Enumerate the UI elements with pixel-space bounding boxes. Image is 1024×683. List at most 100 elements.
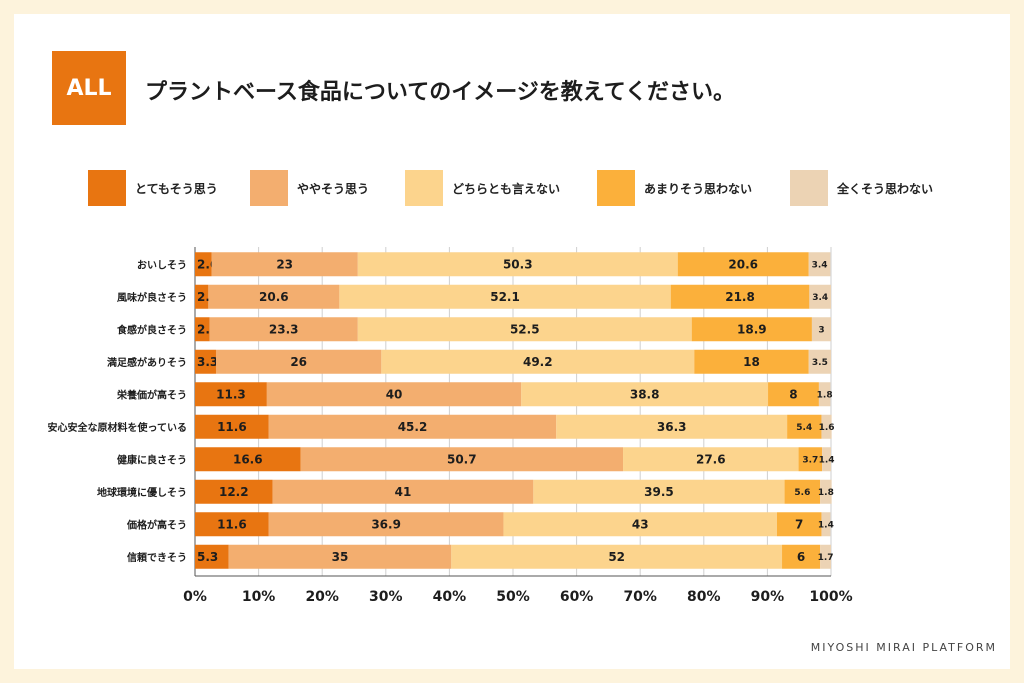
data-label-0-1: 23 (276, 257, 293, 271)
bar-7-3 (784, 479, 821, 504)
data-label-3-3: 18 (743, 355, 760, 369)
bar-4-4 (818, 382, 831, 407)
bar-2-1 (209, 317, 358, 342)
bar-5-3 (787, 414, 822, 439)
bar-9-1 (228, 544, 452, 569)
data-label-3-0: 3.3 (197, 355, 218, 369)
data-label-9-1: 35 (332, 550, 349, 564)
data-label-1-3: 21.8 (725, 290, 755, 304)
bar-1-3 (670, 284, 810, 309)
data-label-8-2: 43 (632, 517, 649, 531)
category-label-4: 栄養価が高そう (116, 388, 187, 401)
bar-2-2 (357, 317, 692, 342)
bar-6-2 (623, 447, 799, 472)
data-label-0-4: 3.4 (812, 260, 828, 270)
bar-0-1 (211, 252, 358, 277)
legend-swatch-1 (88, 170, 126, 206)
bar-6-3 (798, 447, 823, 472)
bar-8-3 (776, 512, 822, 537)
all-badge: ALL (52, 51, 126, 125)
category-label-2: 食感が良さそう (116, 323, 187, 336)
data-label-5-1: 45.2 (398, 420, 428, 434)
bar-3-1 (215, 349, 382, 374)
x-tick-label-9: 90% (751, 589, 785, 605)
legend-item-5: 全くそう思わない (790, 170, 933, 206)
data-label-2-4: 3 (818, 325, 824, 335)
bar-9-3 (782, 544, 821, 569)
bar-3-4 (808, 349, 831, 374)
bar-6-1 (300, 447, 624, 472)
data-label-9-2: 52 (608, 550, 625, 564)
data-label-8-4: 1.4 (818, 520, 834, 530)
legend-label-1: とてもそう思う (135, 181, 218, 196)
category-label-0: おいしそう (137, 259, 187, 271)
data-label-5-4: 1.6 (819, 423, 835, 433)
bar-6-0 (195, 447, 301, 472)
data-label-4-0: 11.3 (216, 387, 246, 401)
bar-1-4 (809, 284, 831, 309)
x-tick-label-10: 100% (809, 589, 852, 605)
bar-6-4 (822, 447, 831, 472)
data-label-7-3: 5.6 (794, 488, 810, 498)
bar-0-2 (357, 252, 678, 277)
data-label-2-1: 23.3 (269, 322, 299, 336)
bar-8-4 (821, 512, 831, 537)
data-label-4-2: 38.8 (630, 387, 660, 401)
bar-5-2 (556, 414, 788, 439)
bar-7-4 (820, 479, 832, 504)
bar-1-2 (339, 284, 671, 309)
data-label-4-3: 8 (789, 387, 797, 401)
data-label-1-1: 20.6 (259, 290, 289, 304)
x-tick-label-5: 50% (496, 589, 530, 605)
category-label-8: 価格が高そう (126, 518, 187, 531)
legend-swatch-4 (597, 170, 635, 206)
bar-9-0 (195, 544, 229, 569)
category-label-9: 信頼できそう (127, 551, 187, 564)
brand-footer: MIYOSHI MIRAI PLATFORM (810, 641, 997, 654)
legend-swatch-5 (790, 170, 828, 206)
data-label-3-4: 3.5 (812, 358, 828, 368)
bar-3-2 (381, 349, 695, 374)
legend-item-3: どちらとも言えない (405, 170, 560, 206)
bar-3-3 (694, 349, 809, 374)
data-label-3-2: 49.2 (523, 355, 553, 369)
data-label-6-1: 50.7 (447, 452, 477, 466)
category-label-3: 満足感がありそう (107, 356, 187, 369)
x-tick-label-3: 30% (369, 589, 403, 605)
x-tick-label-2: 20% (305, 589, 339, 605)
bar-3-0 (195, 349, 216, 374)
legend-item-1: とてもそう思う (88, 170, 218, 206)
x-tick-label-6: 60% (560, 589, 594, 605)
x-tick-label-1: 10% (242, 589, 276, 605)
data-label-6-3: 3.7 (802, 455, 818, 465)
data-label-1-4: 3.4 (812, 293, 828, 303)
data-label-8-3: 7 (795, 517, 803, 531)
data-label-8-1: 36.9 (371, 517, 401, 531)
bar-5-0 (195, 414, 269, 439)
bar-2-0 (195, 317, 210, 342)
legend-label-4: あまりそう思わない (644, 181, 753, 196)
bar-7-0 (195, 479, 273, 504)
x-tick-label-7: 70% (623, 589, 657, 605)
bar-0-0 (195, 252, 212, 277)
chart-title: プラントベース食品についてのイメージを教えてください。 (145, 80, 736, 105)
bar-8-0 (195, 512, 269, 537)
data-label-9-0: 5.3 (197, 550, 218, 564)
bar-0-4 (808, 252, 831, 277)
data-label-1-2: 52.1 (490, 290, 520, 304)
bar-5-1 (268, 414, 557, 439)
data-label-5-2: 36.3 (657, 420, 687, 434)
bar-4-1 (266, 382, 522, 407)
category-label-1: 風味が良さそう (117, 291, 187, 304)
legend-label-5: 全くそう思わない (837, 181, 934, 196)
bar-1-1 (208, 284, 340, 309)
bar-2-4 (811, 317, 831, 342)
legend-swatch-3 (405, 170, 443, 206)
data-label-0-2: 50.3 (503, 257, 533, 271)
data-label-7-1: 41 (395, 485, 412, 499)
data-label-6-0: 16.6 (233, 452, 263, 466)
data-label-4-1: 40 (386, 387, 403, 401)
data-label-2-3: 18.9 (737, 322, 767, 336)
data-label-5-0: 11.6 (217, 420, 247, 434)
data-label-0-3: 20.6 (728, 257, 758, 271)
